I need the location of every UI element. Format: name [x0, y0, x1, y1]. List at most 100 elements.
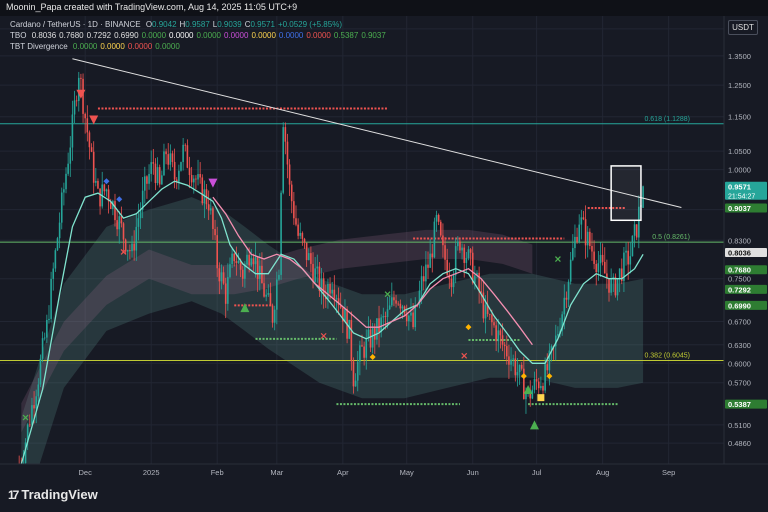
candle-body — [495, 325, 497, 342]
candle-body — [567, 281, 570, 300]
candle-body — [156, 167, 159, 184]
y-tick-label: 0.7500 — [728, 275, 751, 284]
candle-body — [474, 275, 476, 283]
candle-body — [124, 239, 127, 252]
candle-body — [499, 330, 502, 336]
candle-body — [131, 243, 133, 252]
candle-body — [463, 247, 466, 263]
candle-body — [178, 170, 180, 182]
candle-body — [427, 264, 429, 268]
candle-body — [388, 305, 391, 310]
candle-body — [161, 175, 163, 185]
y-tick-label: 0.6300 — [728, 341, 751, 350]
candle-body — [356, 361, 359, 381]
candle-body — [295, 218, 297, 225]
candle-body — [163, 151, 165, 176]
ohlc-value: 0.9042 — [152, 20, 177, 29]
candle-body — [141, 190, 144, 210]
signal-cross-icon — [22, 414, 29, 421]
candle-body — [39, 358, 42, 385]
candle-body — [52, 268, 55, 279]
candle-body — [67, 163, 69, 174]
candle-body — [84, 113, 86, 119]
candle-body — [576, 236, 578, 242]
candle-body — [529, 389, 532, 399]
candle-body — [591, 245, 593, 252]
candle-body — [63, 189, 65, 193]
price-chart[interactable]: 0.618 (1.1288) 0.5 (0.8261) 0.382 (0.6045)… — [0, 16, 768, 480]
indicator-value: 0.9037 — [361, 31, 386, 40]
signal-triangle-down-icon — [208, 178, 218, 188]
candle-body — [182, 144, 184, 163]
candle-body — [557, 334, 559, 336]
candle-body — [41, 338, 44, 359]
signal-diamond-icon — [546, 373, 553, 380]
candle-body — [422, 276, 425, 282]
candle-body — [237, 260, 240, 264]
price-label: 0.5387 — [728, 400, 751, 409]
candle-body — [241, 269, 244, 279]
symbol-legend-row: Cardano / TetherUS · 1D · BINANCE O0.904… — [10, 20, 392, 31]
candle-body — [589, 231, 591, 246]
x-tick-label: Jun — [467, 468, 479, 477]
price-label: 0.7680 — [728, 266, 751, 275]
candle-body — [376, 318, 378, 340]
candle-body — [214, 229, 216, 236]
candle-body — [580, 217, 583, 225]
candle-body — [173, 161, 176, 180]
candle-body — [158, 167, 161, 185]
candle-body — [197, 174, 199, 180]
candle-body — [35, 396, 37, 409]
tbo-legend-row: TBO 0.8036 0.7680 0.7292 0.6990 0.0000 0.0000… — [10, 31, 392, 42]
candle-body — [165, 151, 167, 155]
candle-body — [565, 297, 568, 300]
candle-body — [235, 261, 238, 264]
tbo-values: 0.8036 0.7680 0.7292 0.6990 0.0000 0.0000 0.00… — [32, 31, 389, 40]
candle-body — [612, 276, 615, 278]
indicator-value: 0.0000 — [169, 31, 194, 40]
price-label: 0.6990 — [728, 301, 751, 310]
signal-diamond-icon — [520, 373, 527, 380]
y-tick-label: 1.3500 — [728, 52, 751, 61]
candle-body — [180, 162, 182, 171]
candle-body — [335, 298, 338, 300]
candle-body — [116, 220, 118, 230]
candle-body — [578, 224, 580, 242]
candle-body — [512, 358, 514, 360]
candle-body — [271, 305, 274, 323]
candle-body — [305, 242, 308, 261]
candle-body — [107, 189, 110, 202]
cross-stroke — [120, 248, 127, 255]
candle-body — [608, 278, 610, 293]
candle-body — [252, 258, 255, 265]
signal-diamond-icon — [116, 196, 123, 203]
cross-stroke — [320, 332, 327, 339]
candle-body — [65, 173, 67, 190]
indicator-value: 0.6990 — [114, 31, 139, 40]
candle-body — [523, 368, 525, 400]
candle-body — [261, 265, 263, 284]
candle-body — [133, 243, 135, 251]
candle-body — [471, 252, 474, 283]
candle-body — [595, 263, 598, 273]
y-tick-label: 0.8300 — [728, 236, 751, 245]
candle-body — [114, 201, 116, 221]
candle-body — [86, 118, 89, 133]
candle-body — [369, 329, 372, 348]
indicator-value: 0.0000 — [251, 31, 276, 40]
candle-body — [412, 312, 414, 328]
candle-body — [386, 309, 389, 318]
signal-diamond-icon — [103, 178, 110, 185]
price-label: 0.9037 — [728, 204, 751, 213]
candle-body — [344, 308, 346, 322]
tradingview-logo[interactable]: 17 TradingView — [8, 487, 98, 502]
signal-triangle-up-icon — [240, 303, 250, 313]
currency-button[interactable]: USDT — [728, 20, 758, 35]
candle-body — [195, 178, 197, 180]
candle-body — [122, 223, 125, 240]
candle-body — [75, 100, 78, 102]
trendline — [72, 58, 682, 208]
candle-body — [638, 206, 640, 238]
ohlc-values: O0.9042 H0.9587 L0.9039 C0.9571 +0.0529 (+5.… — [146, 20, 345, 29]
candle-body — [56, 238, 59, 251]
